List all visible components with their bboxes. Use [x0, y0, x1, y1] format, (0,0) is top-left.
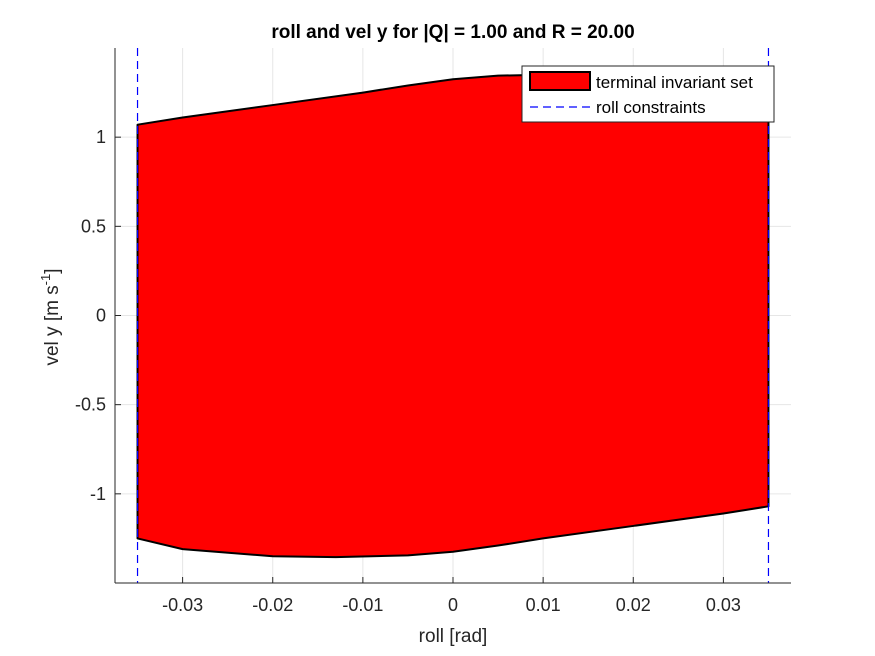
y-tick-label: -0.5 [75, 395, 106, 415]
x-tick-label: -0.01 [342, 595, 383, 615]
legend-label-roll-constraints: roll constraints [596, 98, 706, 117]
y-tick-label: 1 [96, 127, 106, 147]
y-tick-label: -1 [90, 484, 106, 504]
x-tick-label: 0.01 [526, 595, 561, 615]
x-tick-label: 0.02 [616, 595, 651, 615]
legend-label-terminal-invariant-set: terminal invariant set [596, 73, 753, 92]
x-tick-label: 0 [448, 595, 458, 615]
y-axis-label: vel y [m s-1] [38, 268, 63, 365]
y-axis-label-main: vel y [m s [42, 285, 63, 365]
plot-area [136, 48, 770, 583]
y-axis-ticks: -1 -0.5 0 0.5 1 [75, 127, 121, 504]
x-axis-ticks: -0.03 -0.02 -0.01 0 0.01 0.02 0.03 [162, 577, 741, 615]
legend-swatch-terminal-invariant-set [529, 71, 591, 91]
y-axis-label-superscript: -1 [38, 274, 53, 286]
y-axis-label-close: ] [42, 268, 63, 273]
terminal-invariant-set-polygon [136, 73, 770, 559]
x-tick-label: 0.03 [706, 595, 741, 615]
y-tick-label: 0.5 [81, 216, 106, 236]
x-tick-label: -0.03 [162, 595, 203, 615]
x-axis-label: roll [rad] [419, 626, 488, 647]
legend: terminal invariant set roll constraints [521, 65, 775, 123]
y-tick-label: 0 [96, 306, 106, 326]
x-tick-label: -0.02 [252, 595, 293, 615]
chart-title: roll and vel y for |Q| = 1.00 and R = 20… [271, 22, 634, 43]
